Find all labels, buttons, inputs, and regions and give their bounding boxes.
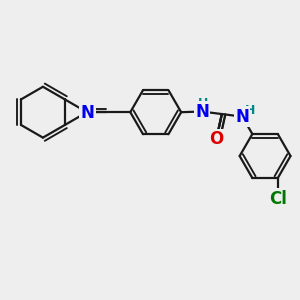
Text: S: S [81, 103, 93, 121]
Text: Cl: Cl [269, 190, 287, 208]
Text: N: N [195, 103, 209, 121]
Text: O: O [209, 130, 223, 148]
Text: N: N [235, 108, 249, 126]
Text: H: H [245, 104, 255, 117]
Text: H: H [197, 97, 208, 110]
Text: N: N [81, 104, 94, 122]
